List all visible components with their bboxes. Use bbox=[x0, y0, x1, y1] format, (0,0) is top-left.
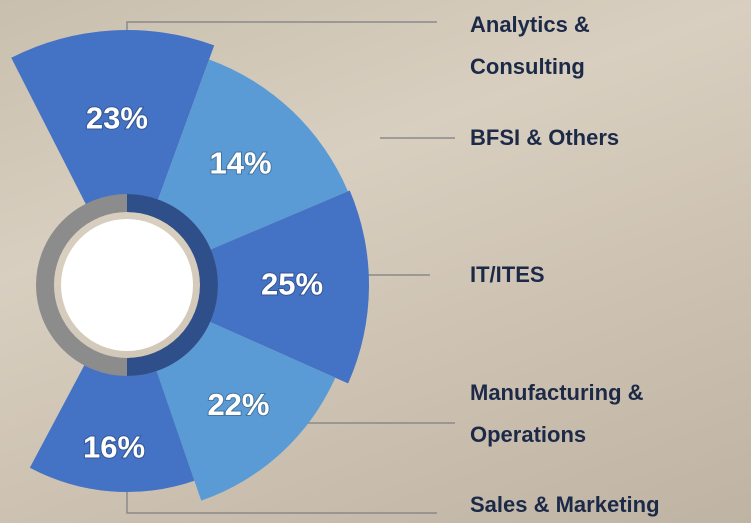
segments bbox=[11, 30, 369, 501]
segment bbox=[29, 351, 195, 492]
value-labels: 23% 14% 25% 22% 16% bbox=[82, 99, 324, 465]
category-label: Manufacturing & Operations bbox=[470, 380, 644, 447]
leader-line bbox=[126, 490, 437, 514]
value-label: 23% bbox=[86, 100, 148, 135]
segment bbox=[152, 59, 348, 256]
segment bbox=[151, 315, 336, 501]
segment bbox=[11, 30, 215, 219]
category-label: IT/ITES bbox=[470, 262, 545, 287]
value-label: 14% bbox=[210, 146, 272, 181]
value-label: 25% bbox=[261, 267, 323, 302]
category-label: BFSI & Others bbox=[470, 125, 620, 150]
category-label: Analytics & Consulting bbox=[470, 12, 590, 79]
value-label: 22% bbox=[207, 387, 269, 422]
segment bbox=[195, 190, 369, 384]
category-label: Sales & Marketing bbox=[470, 492, 660, 517]
value-label: 16% bbox=[83, 430, 145, 465]
inner-ring-accent bbox=[126, 194, 218, 376]
center-circle bbox=[61, 219, 193, 351]
